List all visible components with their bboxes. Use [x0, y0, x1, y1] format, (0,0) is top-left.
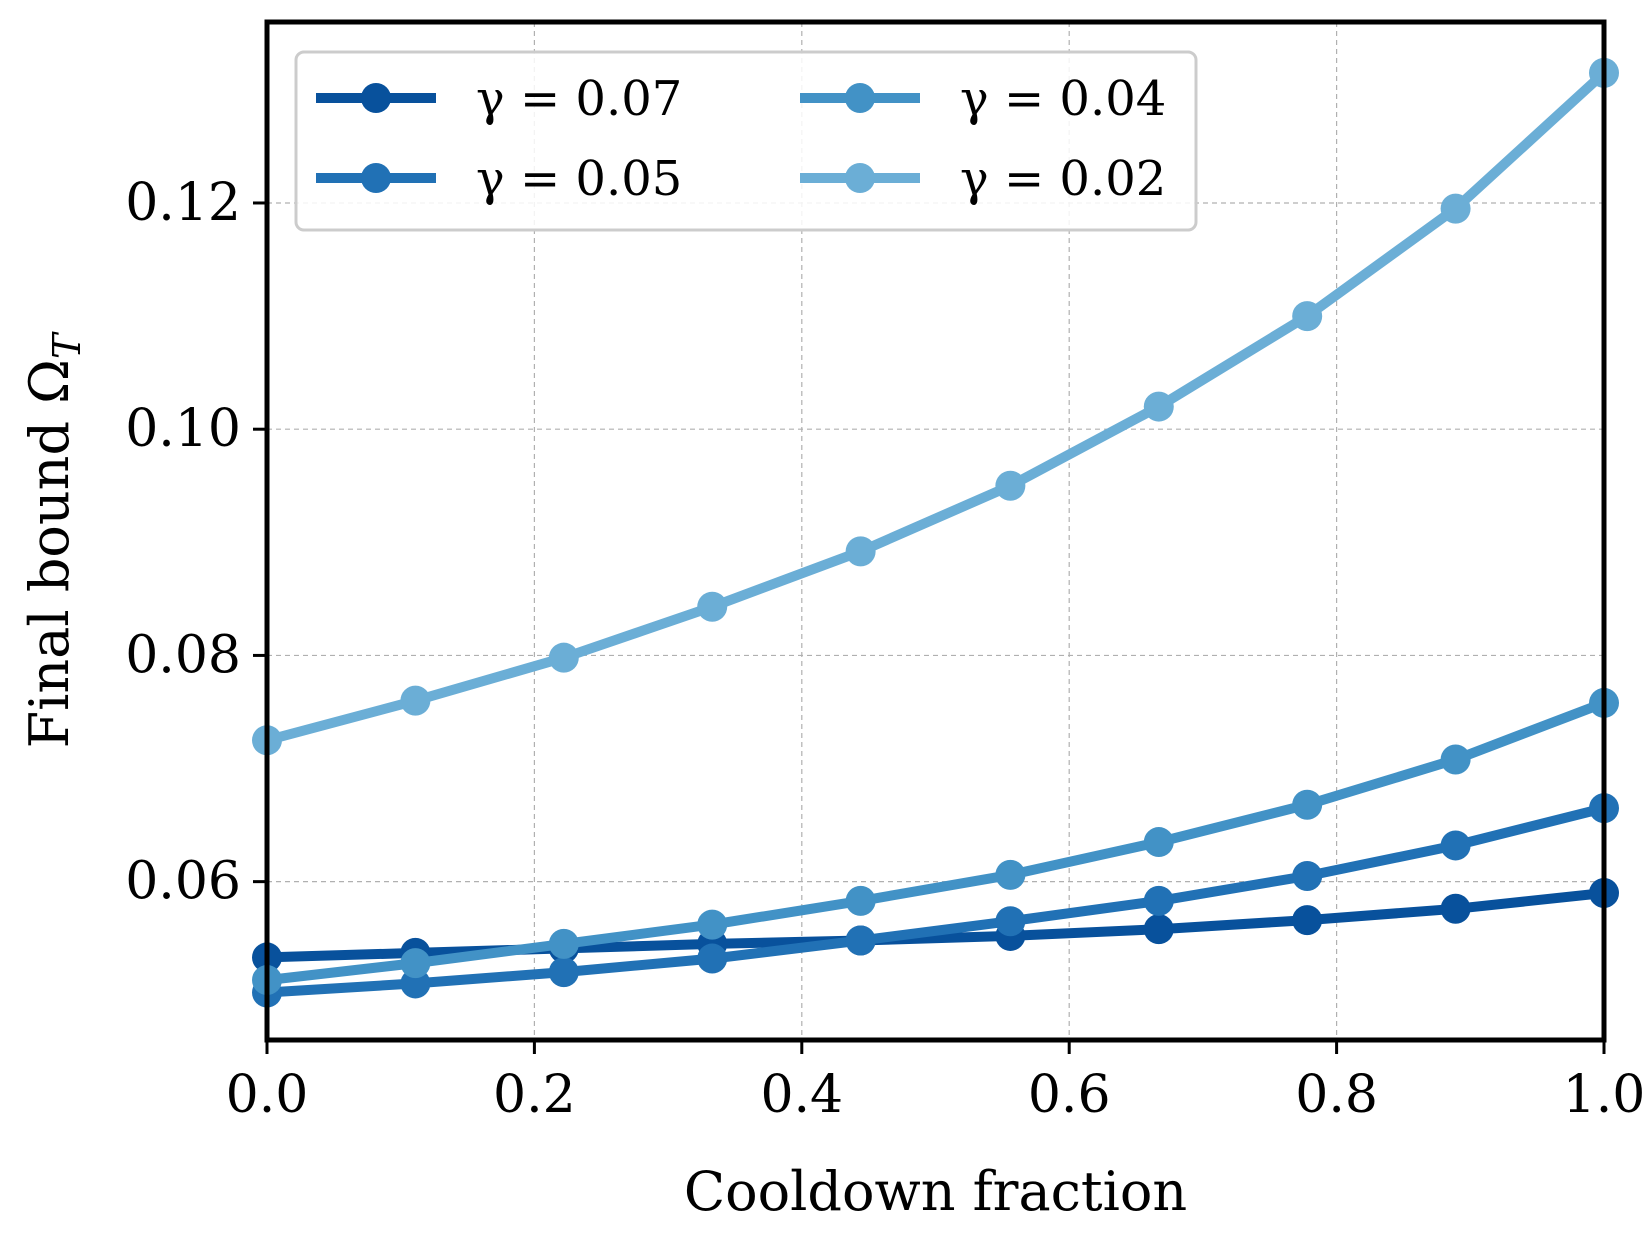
data-point	[1440, 830, 1471, 861]
legend-entry: γ = 0.04	[800, 71, 1166, 127]
data-point	[1292, 905, 1323, 936]
data-point	[1292, 789, 1323, 820]
data-point	[400, 948, 431, 979]
legend-swatch-marker	[361, 163, 391, 193]
legend-box	[294, 50, 1198, 232]
x-axis-label: Cooldown fraction	[684, 1160, 1187, 1223]
y-tick-label: 0.12	[125, 173, 241, 233]
series-layer	[252, 57, 1619, 1008]
legend: γ = 0.07 γ = 0.05 γ = 0.04 γ = 0.02	[294, 50, 1198, 232]
x-tick-label: 0.0	[226, 1065, 309, 1125]
data-point	[1440, 193, 1471, 224]
y-axis-label-subscript: T	[45, 331, 89, 359]
data-point	[845, 536, 876, 567]
y-axis-label-main: Final bound Ω	[18, 359, 81, 748]
legend-label: γ = 0.02	[960, 151, 1166, 207]
data-point	[995, 470, 1026, 501]
ticks: 0.0 0.2 0.4 0.6 0.8 1.0 0.06 0.08 0.10 0.12	[125, 173, 1644, 1125]
y-tick-label: 0.10	[125, 399, 241, 459]
x-tick-label: 0.4	[760, 1065, 843, 1125]
data-point	[548, 928, 579, 959]
data-point	[845, 925, 876, 956]
data-point	[697, 909, 728, 940]
series-2	[252, 687, 1619, 996]
legend-label: γ = 0.05	[476, 151, 682, 207]
y-tick-label: 0.08	[125, 625, 241, 685]
data-point	[1143, 885, 1174, 916]
data-point	[1143, 914, 1174, 945]
y-tick-label: 0.06	[125, 852, 241, 912]
data-point	[845, 885, 876, 916]
data-point	[400, 685, 431, 716]
data-point	[1440, 893, 1471, 924]
legend-swatch-marker	[845, 83, 875, 113]
y-axis-label: Final bound ΩT	[18, 331, 89, 748]
legend-swatch-marker	[361, 83, 391, 113]
legend-label: γ = 0.04	[960, 71, 1166, 127]
data-point	[1143, 827, 1174, 858]
data-point	[697, 591, 728, 622]
legend-entry: γ = 0.07	[316, 71, 682, 127]
data-point	[995, 906, 1026, 937]
legend-entry: γ = 0.05	[316, 151, 682, 207]
series-line	[262, 67, 1609, 746]
plot-frame	[264, 19, 1607, 1043]
x-tick-label: 0.8	[1295, 1065, 1378, 1125]
data-point	[548, 642, 579, 673]
legend-swatch-marker	[845, 163, 875, 193]
x-tick-label: 1.0	[1563, 1065, 1644, 1125]
data-point	[1143, 391, 1174, 422]
x-tick-label: 0.6	[1028, 1065, 1111, 1125]
data-point	[697, 943, 728, 974]
data-point	[1292, 860, 1323, 891]
series-line	[262, 697, 1609, 986]
legend-entry: γ = 0.02	[800, 151, 1166, 207]
data-point	[1440, 744, 1471, 775]
data-point	[995, 859, 1026, 890]
data-point	[548, 957, 579, 988]
x-tick-label: 0.2	[493, 1065, 576, 1125]
data-point	[1292, 301, 1323, 332]
legend-label: γ = 0.07	[476, 71, 682, 127]
series-line	[262, 803, 1609, 998]
